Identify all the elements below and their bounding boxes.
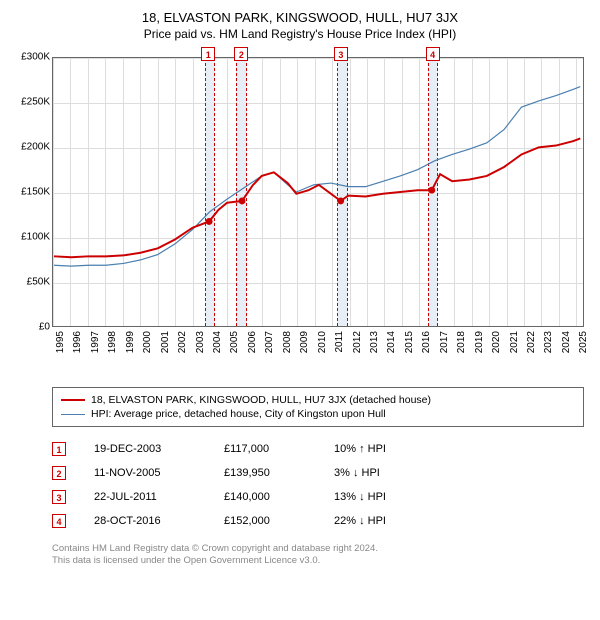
x-tick-label: 2021 (509, 331, 520, 353)
y-tick-label: £200K (21, 142, 50, 153)
sale-marker-dot (239, 198, 246, 205)
event-date: 19-DEC-2003 (94, 443, 224, 455)
page-subtitle: Price paid vs. HM Land Registry's House … (8, 27, 592, 41)
y-tick-label: £150K (21, 187, 50, 198)
event-number: 4 (52, 514, 66, 528)
legend-row: HPI: Average price, detached house, City… (61, 408, 575, 420)
event-date: 11-NOV-2005 (94, 467, 224, 479)
event-marker-label: 4 (426, 47, 440, 61)
x-tick-label: 2009 (299, 331, 310, 353)
x-tick-label: 2004 (212, 331, 223, 353)
x-tick-label: 2006 (247, 331, 258, 353)
event-row: 4 28-OCT-2016£152,00022% ↓ HPI (52, 509, 584, 533)
x-tick-label: 2010 (317, 331, 328, 353)
x-tick-label: 1995 (55, 331, 66, 353)
series-svg (53, 58, 583, 326)
y-tick-label: £300K (21, 52, 50, 63)
legend-label: 18, ELVASTON PARK, KINGSWOOD, HULL, HU7 … (91, 394, 431, 406)
x-tick-label: 2014 (386, 331, 397, 353)
event-diff: 10% ↑ HPI (334, 443, 454, 455)
event-marker-label: 3 (334, 47, 348, 61)
event-price: £152,000 (224, 515, 334, 527)
sale-marker-dot (206, 218, 213, 225)
page-title: 18, ELVASTON PARK, KINGSWOOD, HULL, HU7 … (8, 10, 592, 25)
y-tick-label: £250K (21, 97, 50, 108)
footer: Contains HM Land Registry data © Crown c… (52, 543, 584, 568)
event-row: 1 19-DEC-2003£117,00010% ↑ HPI (52, 437, 584, 461)
series-line-property (54, 138, 580, 257)
x-tick-label: 2019 (474, 331, 485, 353)
x-tick-label: 2008 (282, 331, 293, 353)
x-tick-label: 2001 (160, 331, 171, 353)
event-number: 2 (52, 466, 66, 480)
footer-line: This data is licensed under the Open Gov… (52, 555, 584, 567)
y-tick-label: £0 (39, 322, 50, 333)
y-tick-label: £50K (27, 277, 50, 288)
x-tick-label: 2017 (439, 331, 450, 353)
x-tick-label: 1998 (107, 331, 118, 353)
plot-area (52, 57, 584, 327)
event-price: £139,950 (224, 467, 334, 479)
event-marker-label: 2 (234, 47, 248, 61)
event-table: 1 19-DEC-2003£117,00010% ↑ HPI 2 11-NOV-200… (52, 437, 584, 533)
event-diff: 22% ↓ HPI (334, 515, 454, 527)
legend-swatch (61, 414, 85, 415)
footer-line: Contains HM Land Registry data © Crown c… (52, 543, 584, 555)
event-date: 28-OCT-2016 (94, 515, 224, 527)
event-date: 22-JUL-2011 (94, 491, 224, 503)
x-tick-label: 2012 (352, 331, 363, 353)
legend-row: 18, ELVASTON PARK, KINGSWOOD, HULL, HU7 … (61, 394, 575, 406)
legend-swatch (61, 399, 85, 401)
x-tick-label: 2020 (491, 331, 502, 353)
x-tick-label: 2007 (264, 331, 275, 353)
legend: 18, ELVASTON PARK, KINGSWOOD, HULL, HU7 … (52, 387, 584, 427)
event-price: £117,000 (224, 443, 334, 455)
event-price: £140,000 (224, 491, 334, 503)
legend-label: HPI: Average price, detached house, City… (91, 408, 386, 420)
x-tick-label: 2005 (229, 331, 240, 353)
series-line-hpi (54, 87, 580, 267)
x-tick-label: 2018 (456, 331, 467, 353)
x-tick-label: 1999 (125, 331, 136, 353)
x-tick-label: 2003 (195, 331, 206, 353)
event-row: 2 11-NOV-2005£139,9503% ↓ HPI (52, 461, 584, 485)
x-tick-label: 2022 (526, 331, 537, 353)
event-number: 1 (52, 442, 66, 456)
event-diff: 13% ↓ HPI (334, 491, 454, 503)
event-diff: 3% ↓ HPI (334, 467, 454, 479)
x-tick-label: 2011 (334, 331, 345, 353)
x-tick-label: 2023 (543, 331, 554, 353)
sale-marker-dot (337, 197, 344, 204)
x-tick-label: 2025 (578, 331, 589, 353)
x-tick-label: 2002 (177, 331, 188, 353)
chart: £0 £50K £100K £150K £200K £250K £300K 1995 1996 1… (8, 49, 592, 379)
event-row: 3 22-JUL-2011£140,00013% ↓ HPI (52, 485, 584, 509)
x-tick-label: 2024 (561, 331, 572, 353)
x-tick-label: 2015 (404, 331, 415, 353)
x-tick-label: 1997 (90, 331, 101, 353)
y-tick-label: £100K (21, 232, 50, 243)
x-tick-label: 2016 (421, 331, 432, 353)
sale-marker-dot (428, 187, 435, 194)
event-marker-label: 1 (201, 47, 215, 61)
event-number: 3 (52, 490, 66, 504)
x-tick-label: 2000 (142, 331, 153, 353)
x-tick-label: 2013 (369, 331, 380, 353)
x-tick-label: 1996 (72, 331, 83, 353)
